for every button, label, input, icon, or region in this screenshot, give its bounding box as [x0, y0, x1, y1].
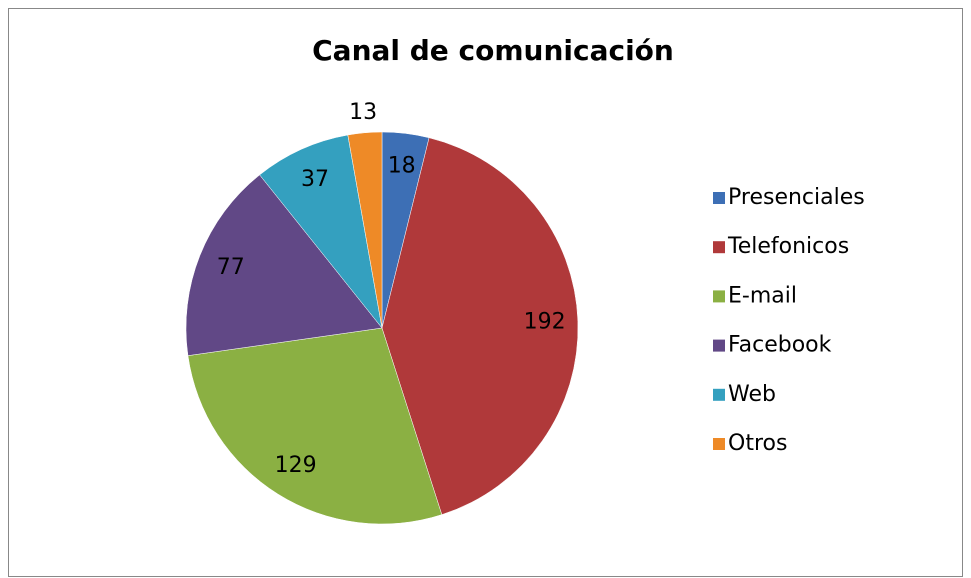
legend-label: Web	[728, 382, 776, 407]
data-label: 192	[524, 310, 566, 335]
legend-label: Telefonicos	[727, 234, 849, 259]
pie-slice	[187, 327, 443, 525]
data-label: 13	[349, 100, 377, 125]
pie-slice	[347, 131, 383, 329]
data-label: 77	[217, 255, 245, 280]
data-label: 18	[388, 154, 416, 179]
legend-swatch	[713, 438, 725, 450]
legend-label: Presenciales	[728, 185, 865, 210]
data-label: 129	[275, 453, 317, 478]
pie-slice	[259, 134, 383, 329]
legend-swatch	[713, 339, 725, 352]
legend-swatch	[713, 388, 725, 401]
legend-swatch	[713, 241, 725, 254]
legend-label: Otros	[728, 431, 787, 456]
pie: 18 192 129 77 37 13	[185, 100, 579, 525]
legend-swatch	[713, 290, 725, 303]
legend-label: Facebook	[728, 333, 832, 358]
legend-swatch	[713, 192, 725, 204]
pie-slice	[381, 137, 579, 515]
legend: Presenciales Telefonicos E-mail Facebook Web…	[713, 185, 865, 456]
data-label: 37	[301, 167, 329, 192]
chart-title: Canal de comunicación	[312, 34, 674, 67]
legend-label: E-mail	[728, 283, 797, 308]
pie-slice	[185, 174, 383, 356]
